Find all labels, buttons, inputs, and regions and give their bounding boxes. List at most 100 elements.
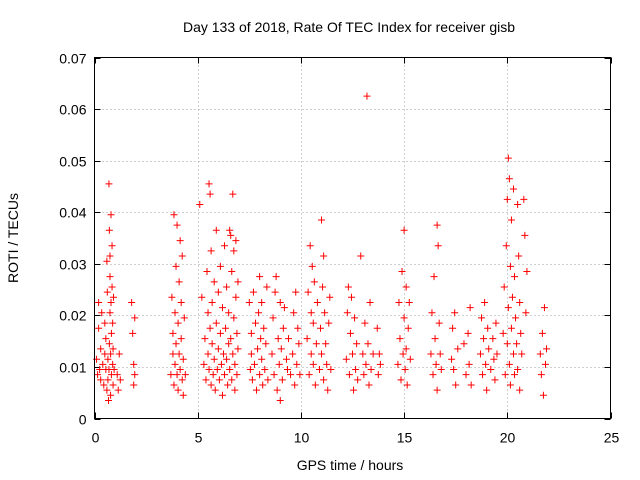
data-point — [98, 309, 106, 317]
data-point — [466, 304, 474, 312]
data-point — [506, 381, 514, 389]
data-point — [216, 262, 224, 270]
data-point — [406, 355, 414, 363]
data-point — [359, 350, 367, 358]
data-point — [258, 355, 266, 363]
data-point — [376, 360, 384, 368]
data-point — [105, 180, 113, 188]
data-point — [167, 371, 175, 379]
data-point — [106, 273, 114, 281]
data-point — [350, 386, 358, 394]
data-point — [107, 350, 115, 358]
data-point — [109, 381, 117, 389]
data-point — [200, 360, 208, 368]
data-point — [175, 350, 183, 358]
data-point — [507, 216, 515, 224]
data-point — [522, 309, 530, 317]
data-point — [343, 309, 351, 317]
data-point — [260, 324, 268, 332]
data-point — [427, 350, 435, 358]
data-point — [492, 319, 500, 327]
data-point — [232, 293, 240, 301]
data-point — [131, 314, 139, 322]
data-point — [225, 340, 233, 348]
data-point — [303, 335, 311, 343]
data-point — [317, 324, 325, 332]
data-point — [450, 366, 458, 374]
data-point — [489, 335, 497, 343]
data-point — [509, 185, 517, 193]
data-point — [342, 355, 350, 363]
data-point — [290, 309, 298, 317]
chart-title: Day 133 of 2018, Rate Of TEC Index for r… — [183, 19, 515, 35]
data-point — [270, 371, 278, 379]
data-point — [344, 283, 352, 291]
data-point — [499, 329, 507, 337]
data-point — [432, 360, 440, 368]
data-point — [514, 366, 522, 374]
data-point — [170, 211, 178, 219]
data-point — [279, 324, 287, 332]
data-point — [95, 298, 103, 306]
data-point — [173, 221, 181, 229]
data-point — [369, 350, 377, 358]
data-point — [430, 273, 438, 281]
data-point — [538, 329, 546, 337]
data-point — [514, 200, 522, 208]
data-points — [93, 92, 551, 404]
data-point — [311, 381, 319, 389]
y-axis-label: ROTI / TECUs — [5, 193, 21, 283]
data-point — [351, 314, 359, 322]
data-point — [206, 190, 214, 198]
data-point — [257, 335, 265, 343]
data-point — [306, 242, 314, 250]
data-point — [176, 237, 184, 245]
data-point — [504, 154, 512, 162]
data-point — [228, 376, 236, 384]
data-point — [131, 371, 139, 379]
data-point — [196, 200, 204, 208]
data-point — [218, 391, 226, 399]
data-point — [256, 273, 264, 281]
data-point — [276, 396, 284, 404]
data-point — [215, 376, 223, 384]
data-point — [502, 242, 510, 250]
data-point — [320, 252, 328, 260]
data-point — [99, 360, 107, 368]
data-point — [396, 335, 404, 343]
data-point — [181, 371, 189, 379]
data-point — [487, 366, 495, 374]
data-point — [107, 211, 115, 219]
data-point — [373, 324, 381, 332]
data-point — [478, 314, 485, 322]
data-point — [308, 262, 316, 270]
data-point — [104, 376, 112, 384]
data-point — [537, 371, 545, 379]
data-point — [501, 371, 509, 379]
data-point — [437, 366, 445, 374]
grid-lines — [94, 57, 611, 419]
data-point — [247, 350, 255, 358]
data-point — [253, 386, 261, 394]
data-point — [305, 371, 313, 379]
data-point — [516, 298, 524, 306]
data-point — [221, 371, 229, 379]
data-point — [361, 319, 369, 327]
data-point — [465, 360, 473, 368]
data-point — [214, 345, 222, 353]
data-point — [505, 175, 513, 183]
x-tick-label: 15 — [397, 430, 413, 446]
data-point — [234, 345, 242, 353]
data-point — [168, 293, 176, 301]
data-point — [271, 288, 279, 296]
data-point — [511, 273, 519, 281]
data-point — [233, 329, 241, 337]
data-point — [400, 226, 408, 234]
data-point — [360, 371, 368, 379]
data-point — [449, 324, 457, 332]
data-point — [97, 376, 105, 384]
data-point — [218, 304, 226, 312]
x-axis-ticks: 0 5 10 15 20 25 — [92, 57, 619, 446]
data-point — [428, 309, 436, 317]
